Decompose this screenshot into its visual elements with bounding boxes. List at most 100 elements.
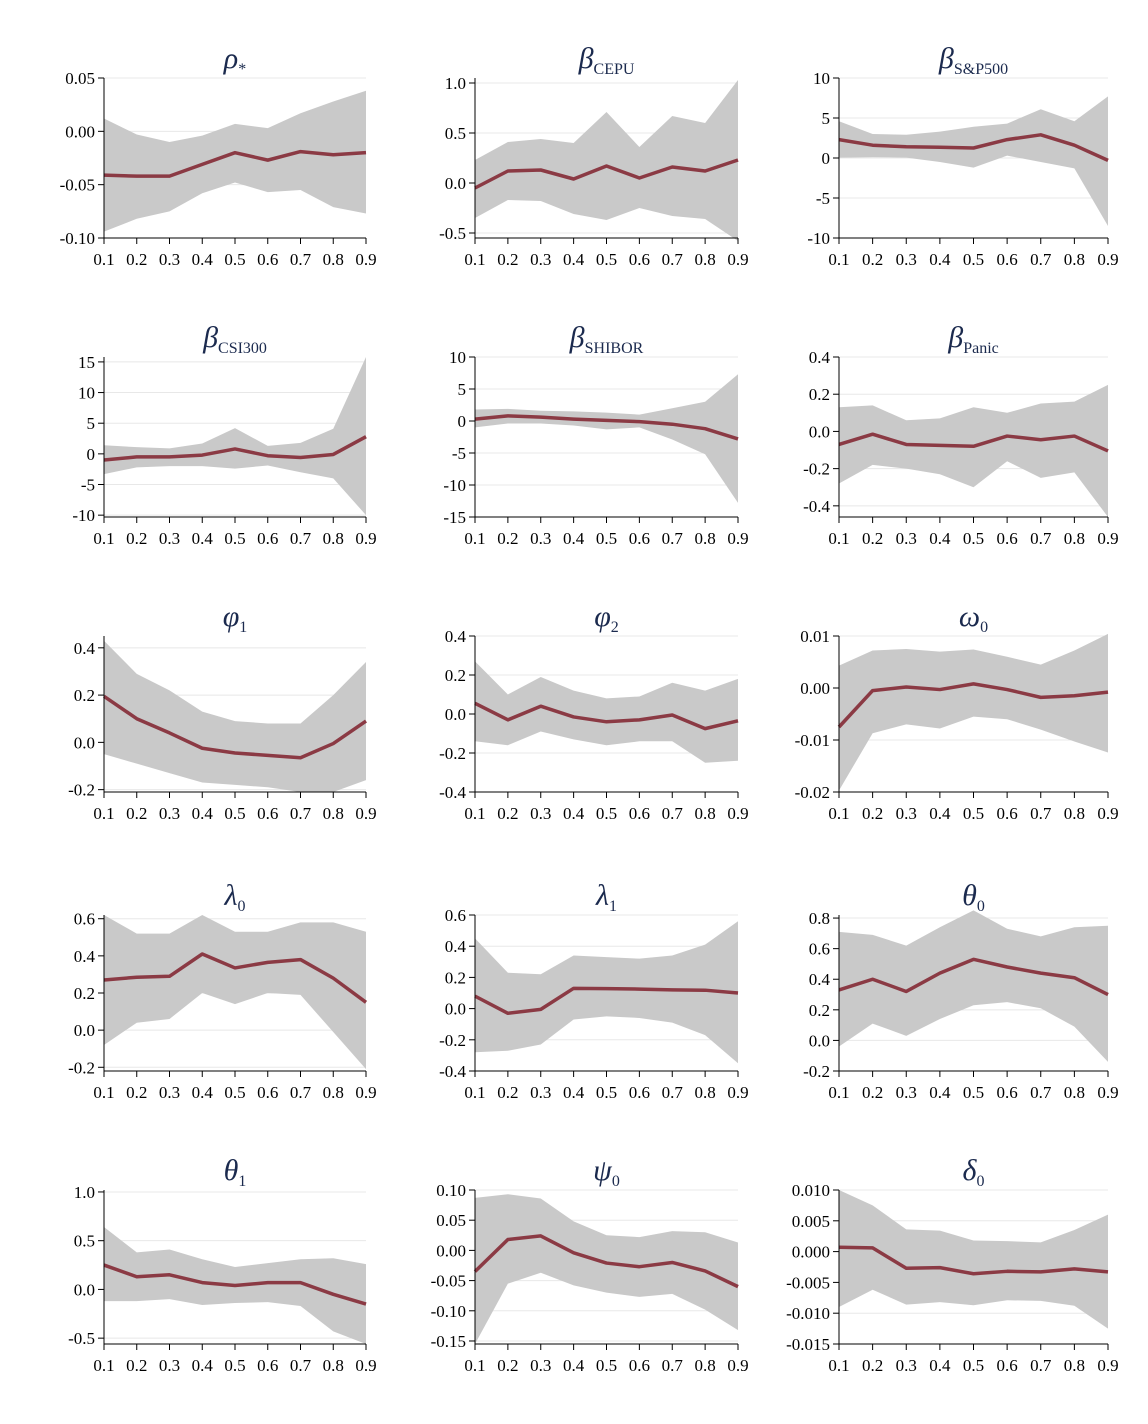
x-tick-label: 0.5	[596, 1356, 617, 1375]
panel-title-subscript: 1	[239, 619, 247, 636]
x-tick-label: 0.6	[997, 1083, 1018, 1102]
panel-title: λ1	[595, 879, 617, 915]
estimate-line	[474, 414, 739, 441]
y-tick-label: 0.4	[445, 627, 467, 646]
x-tick-label: 0.3	[896, 250, 917, 269]
confidence-band	[839, 633, 1108, 791]
x-tick-label: 0.2	[126, 1083, 147, 1102]
x-tick-label: 0.5	[963, 250, 984, 269]
x-tick-label: 0.6	[257, 1083, 278, 1102]
y-tick-label: -5	[81, 476, 95, 495]
y-tick-label: 0.0	[809, 422, 830, 441]
x-tick-label: 0.9	[1097, 529, 1118, 548]
y-tick-label: 0	[458, 412, 467, 431]
panel-title: βS&P500	[938, 42, 1008, 78]
x-tick-label: 0.5	[596, 1083, 617, 1102]
x-tick-label: 0.5	[224, 804, 245, 823]
x-tick-label: 0.8	[1064, 1356, 1085, 1375]
x-tick-label: 0.7	[1030, 250, 1052, 269]
x-tick-label: 0.9	[355, 1356, 376, 1375]
confidence-band	[839, 910, 1108, 1062]
x-tick-label: 0.3	[159, 804, 180, 823]
x-tick-label: 0.8	[1064, 804, 1085, 823]
x-tick-label: 0.5	[224, 250, 245, 269]
x-tick-label: 0.8	[695, 804, 716, 823]
y-tick-label: 0.05	[436, 1211, 466, 1230]
x-tick-label: 0.4	[192, 529, 214, 548]
x-tick-label: 0.1	[93, 1356, 114, 1375]
y-tick-label: -0.01	[795, 731, 830, 750]
x-tick-label: 0.7	[662, 1356, 684, 1375]
x-tick-label: 0.7	[1030, 529, 1052, 548]
x-tick-label: 0.3	[159, 250, 180, 269]
panel-title-subscript: 2	[611, 619, 619, 636]
x-tick-label: 0.2	[126, 529, 147, 548]
panel-title-symbol: β	[569, 321, 585, 354]
y-tick-label: 0.2	[445, 666, 466, 685]
estimate-line	[474, 158, 739, 190]
y-tick-label: -0.2	[439, 1031, 466, 1050]
confidence-band	[104, 90, 366, 232]
y-tick-label: 0.0	[74, 1280, 95, 1299]
x-tick-label: 0.6	[257, 250, 278, 269]
estimate-line	[838, 957, 1109, 997]
x-tick-label: 0.1	[464, 1356, 485, 1375]
y-tick-label: 0.00	[436, 1241, 466, 1260]
y-tick-label: 0.2	[809, 1001, 830, 1020]
x-tick-label: 0.5	[596, 529, 617, 548]
y-tick-label: -0.2	[803, 460, 830, 479]
x-tick-label: 0.4	[563, 250, 585, 269]
y-tick-label: 0.4	[809, 970, 831, 989]
estimate-line	[103, 1263, 367, 1306]
x-tick-label: 0.6	[629, 529, 650, 548]
y-tick-label: -0.10	[60, 229, 95, 248]
confidence-band	[475, 921, 738, 1064]
panel-2: -0.5 0.0 0.5 1.0 0.1 0.2 0.3 0.4 0.5 0.6 0.7 0.8 0.9…	[439, 42, 749, 269]
x-tick-label: 0.8	[323, 1083, 344, 1102]
panel-title: θ0	[962, 879, 985, 915]
panel-title-symbol: β	[202, 321, 218, 354]
x-tick-label: 0.8	[1064, 529, 1085, 548]
y-tick-label: 0.10	[436, 1181, 466, 1200]
panel-title-symbol: φ	[594, 600, 611, 633]
x-tick-label: 0.2	[862, 250, 883, 269]
x-tick-label: 0.2	[126, 1356, 147, 1375]
y-tick-label: 0.00	[65, 122, 95, 141]
x-tick-label: 0.7	[662, 804, 684, 823]
x-tick-label: 0.8	[1064, 250, 1085, 269]
panel-title-subscript: 0	[238, 898, 246, 915]
confidence-band	[475, 1194, 738, 1344]
x-tick-label: 0.4	[563, 1083, 585, 1102]
x-tick-label: 0.1	[93, 529, 114, 548]
x-tick-label: 0.1	[93, 250, 114, 269]
panel-14: -0.15 -0.10 -0.05 0.00 0.05 0.10 0.1 0.2 0.3 0.4 0…	[431, 1154, 749, 1375]
x-tick-label: 0.4	[929, 1356, 951, 1375]
confidence-band	[104, 915, 366, 1070]
x-tick-label: 0.8	[695, 1083, 716, 1102]
x-tick-label: 0.6	[997, 250, 1018, 269]
x-tick-label: 0.8	[1064, 1083, 1085, 1102]
y-tick-label: 0.4	[74, 639, 96, 658]
panel-title-symbol: θ	[962, 879, 977, 912]
y-tick-label: 0.0	[74, 733, 95, 752]
confidence-band	[475, 80, 738, 241]
x-tick-label: 0.9	[355, 1083, 376, 1102]
y-tick-label: 0	[87, 445, 96, 464]
y-tick-label: -0.15	[431, 1332, 466, 1351]
y-tick-label: 0	[822, 149, 831, 168]
y-tick-label: 0.0	[445, 174, 466, 193]
panel-title-symbol: β	[938, 42, 954, 75]
panel-title-subscript: CSI300	[218, 340, 267, 357]
panel-title-symbol: ω	[959, 600, 980, 633]
panel-title: βCSI300	[202, 321, 267, 357]
y-tick-label: 0.4	[809, 348, 831, 367]
confidence-band	[475, 374, 738, 503]
x-tick-label: 0.6	[997, 804, 1018, 823]
estimate-line	[103, 694, 367, 760]
x-tick-label: 0.6	[997, 1356, 1018, 1375]
estimate-line	[837, 682, 1109, 729]
x-tick-label: 0.2	[497, 1356, 518, 1375]
x-tick-label: 0.1	[828, 1356, 849, 1375]
x-tick-label: 0.3	[896, 1083, 917, 1102]
panel-title-symbol: φ	[223, 600, 240, 633]
